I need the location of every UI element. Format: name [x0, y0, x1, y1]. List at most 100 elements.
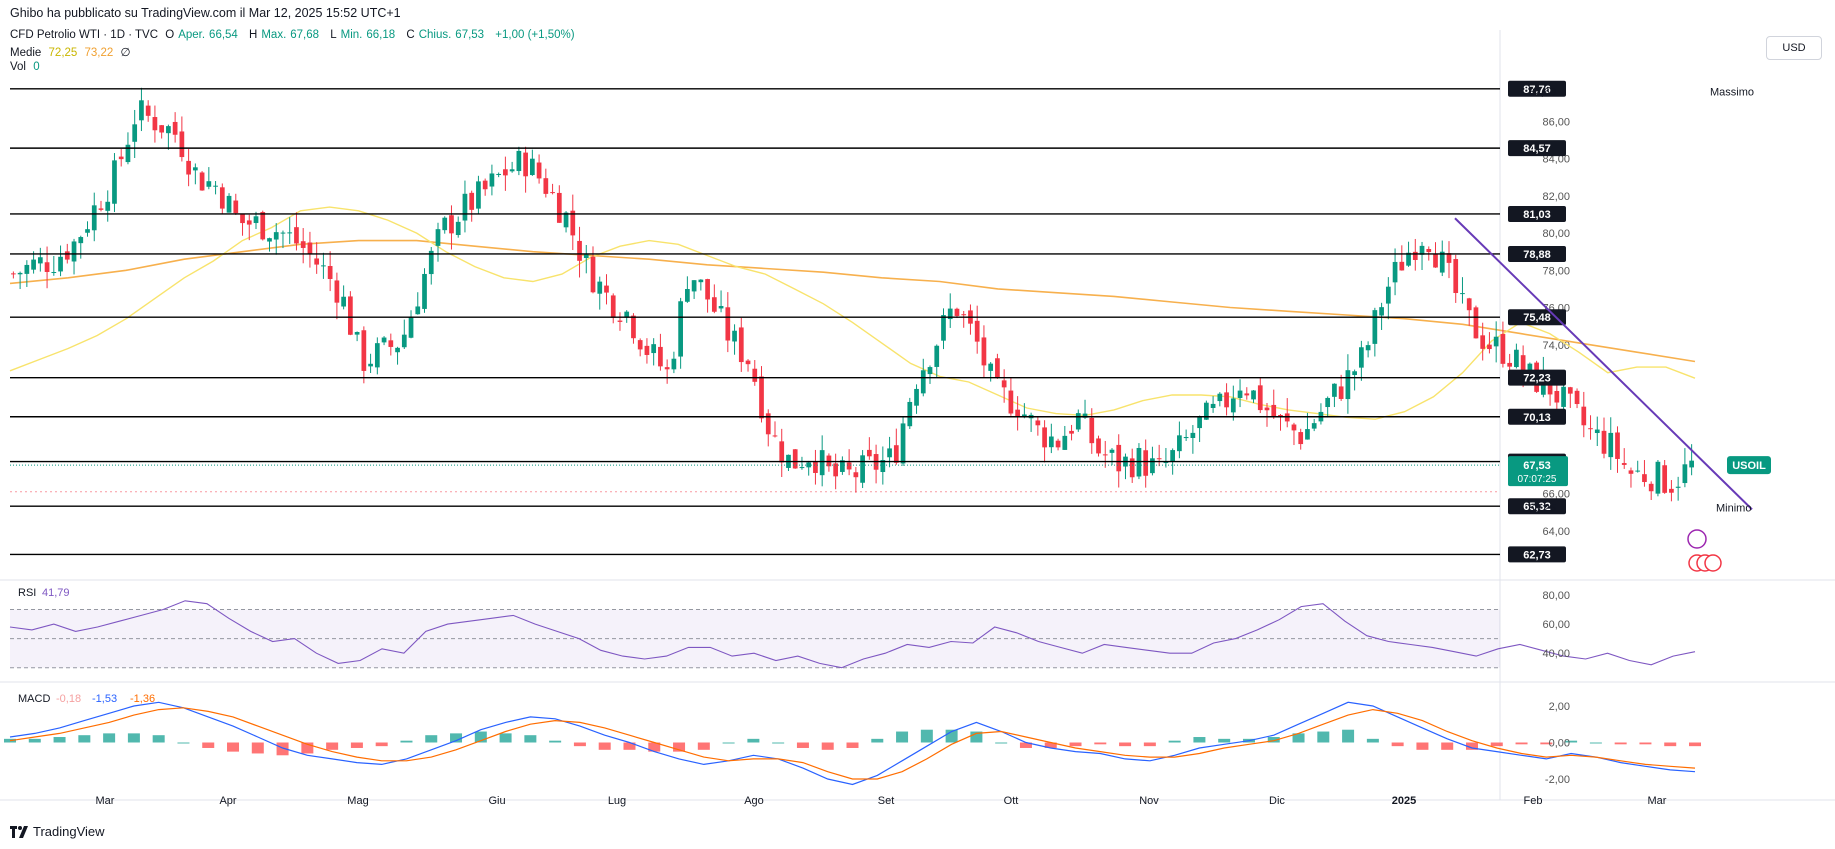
candle-body [361, 330, 367, 371]
candle-body [1163, 462, 1169, 464]
time-axis-label: Dic [1269, 795, 1285, 807]
macd-histogram-bar [673, 742, 686, 752]
candle-body [1574, 390, 1580, 405]
candle-body [1615, 432, 1620, 459]
candle-body [1628, 470, 1634, 474]
time-axis-label: 2025 [1392, 795, 1416, 807]
candle-body [71, 241, 77, 262]
macd-histogram-bar [1019, 742, 1032, 748]
ma-label: Medie [10, 47, 42, 59]
candle-body [58, 256, 63, 272]
time-axis-label: Feb [1524, 795, 1543, 807]
macd-histogram-bar [1094, 742, 1107, 745]
macd-histogram-bar [177, 742, 190, 744]
candle-body [1325, 397, 1331, 408]
candle-body [334, 280, 340, 303]
level-tag-label: 81,03 [1523, 209, 1551, 221]
candle-body [1669, 488, 1674, 493]
time-axis-label: Ago [744, 795, 764, 807]
candle-body [1635, 470, 1641, 472]
candle-body [199, 172, 205, 191]
candle-body [658, 346, 663, 367]
change-value: +1,00 (+1,50%) [495, 29, 575, 41]
level-tag-label: 78,88 [1523, 249, 1551, 261]
high-label: H [249, 29, 258, 41]
candle-body [954, 308, 960, 316]
macd-histogram-bar [995, 742, 1008, 744]
candle-body [219, 187, 225, 209]
candle-body [1069, 430, 1074, 434]
candle-body [536, 162, 542, 179]
vol-value: 0 [33, 61, 40, 73]
min-value: 65,25 [1528, 503, 1556, 515]
macd-value: -1,53 [92, 693, 117, 705]
candle-body [246, 220, 252, 225]
candle-body [1527, 363, 1533, 371]
macd-line [9, 701, 1696, 786]
candle-body [1352, 371, 1357, 376]
time-axis-label: Ott [1004, 795, 1019, 807]
candle-body [428, 250, 434, 275]
candle-body [442, 217, 448, 231]
candle-body [1109, 449, 1115, 453]
candle-body [327, 266, 333, 279]
open-label: O [165, 29, 175, 41]
symbol-name: CFD Petrolio WTI · 1D · TVC [10, 29, 159, 41]
low-text: Min. 66,18 [341, 29, 400, 41]
max-label: Massimo [1710, 87, 1754, 99]
candle-body [125, 144, 131, 163]
candle-body [1055, 440, 1061, 448]
rsi-line [9, 600, 1696, 669]
candle-body [1385, 286, 1391, 304]
macd-histogram-bar [598, 742, 611, 750]
currency-button[interactable]: USD [1766, 36, 1822, 60]
low-text-label: Min. [340, 29, 363, 41]
candle-body [1439, 251, 1445, 273]
macd-histogram-bar [227, 742, 240, 752]
macd-hist-value: -0,18 [56, 693, 81, 705]
close-text: Chius. 67,53 [419, 29, 488, 41]
candle-body [1102, 454, 1108, 456]
candle-body [1332, 383, 1337, 397]
low-label: L [330, 29, 337, 41]
candle-body [779, 441, 785, 463]
candle-body [112, 160, 117, 204]
candle-body [1419, 245, 1425, 255]
candle-body [792, 449, 798, 469]
candle-body [1008, 390, 1014, 414]
macd-signal-value: -1,36 [130, 693, 155, 705]
candle-body [408, 316, 414, 338]
rsi-tick-label: 40,00 [1542, 648, 1570, 660]
candle-body [1224, 392, 1229, 408]
candle-body [374, 343, 380, 368]
macd-histogram-bar [1119, 742, 1132, 747]
candle-body [186, 160, 191, 175]
ma2-value: 73,22 [84, 47, 114, 59]
close-label: C [406, 29, 415, 41]
candle-body [1675, 486, 1681, 488]
macd-histogram-bar [1515, 742, 1528, 745]
candle-body [1642, 474, 1647, 483]
price-tick-label: 86,00 [1542, 117, 1570, 129]
vol-label: Vol [10, 61, 26, 73]
macd-histogram-bar [78, 735, 91, 743]
time-axis-label: Mag [347, 795, 368, 807]
candle-body [1035, 420, 1041, 426]
macd-histogram-bar [350, 742, 363, 748]
level-tag-label: 62,73 [1523, 549, 1551, 561]
candle-body [1648, 483, 1654, 492]
candle-body [610, 295, 616, 318]
candle-body [1514, 349, 1519, 368]
candle-body [85, 229, 90, 233]
price-tick-label: 80,00 [1542, 228, 1570, 240]
macd-histogram-bar [1565, 740, 1578, 743]
time-axis-label: Apr [219, 795, 236, 807]
macd-histogram-bar [697, 742, 710, 750]
candle-body [1365, 345, 1371, 351]
candle-body [17, 272, 23, 275]
candle-body [1217, 393, 1223, 402]
candle-body [24, 264, 30, 274]
candle-body [368, 363, 373, 367]
macd-histogram-bar [1317, 731, 1330, 743]
